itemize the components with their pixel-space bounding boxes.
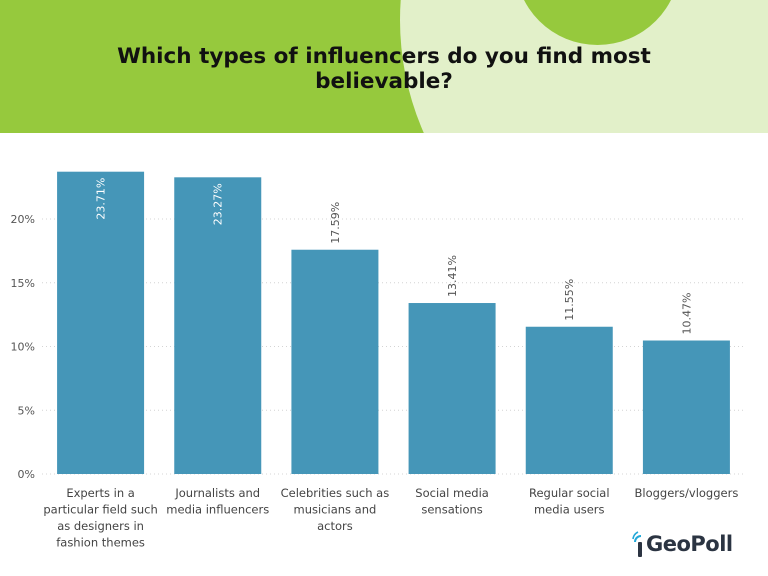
bar bbox=[291, 249, 379, 474]
y-tick-label: 15% bbox=[11, 277, 35, 290]
data-label: 17.59% bbox=[329, 202, 342, 244]
y-tick-label: 20% bbox=[11, 213, 35, 226]
y-tick-label: 10% bbox=[11, 341, 35, 354]
header-banner: Which types of influencers do you find m… bbox=[0, 0, 768, 133]
data-label: 11.55% bbox=[563, 279, 576, 321]
x-tick-label: Regular social media users bbox=[529, 486, 610, 517]
bar-chart: 0% 5% 10% 15% 20% 23.71% Experts in a particula… bbox=[11, 171, 745, 550]
data-label: 13.41% bbox=[446, 255, 459, 297]
y-tick-label: 5% bbox=[18, 404, 35, 417]
data-label: 10.47% bbox=[680, 293, 693, 335]
bar bbox=[174, 177, 262, 474]
bar bbox=[408, 303, 496, 474]
data-label: 23.27% bbox=[212, 183, 225, 225]
data-label: 23.71% bbox=[95, 178, 108, 220]
bar bbox=[525, 326, 613, 474]
x-tick-label: Experts in a particular field such as desi… bbox=[43, 486, 157, 550]
signal-icon bbox=[632, 531, 642, 543]
logo-mark bbox=[638, 542, 642, 557]
x-tick-label: Social media sensations bbox=[415, 486, 489, 517]
bar bbox=[642, 340, 730, 474]
chart-title: Which types of influencers do you find m… bbox=[117, 44, 651, 94]
x-tick-label: Journalists and media influencers bbox=[166, 486, 269, 517]
x-tick-label: Celebrities such as musicians and actors bbox=[281, 486, 390, 533]
x-tick-label: Bloggers/vloggers bbox=[635, 486, 739, 500]
logo-text: GeoPoll bbox=[646, 532, 733, 556]
geopoll-logo: GeoPoll bbox=[632, 530, 742, 562]
y-tick-label: 0% bbox=[18, 468, 35, 481]
bar bbox=[57, 171, 145, 474]
